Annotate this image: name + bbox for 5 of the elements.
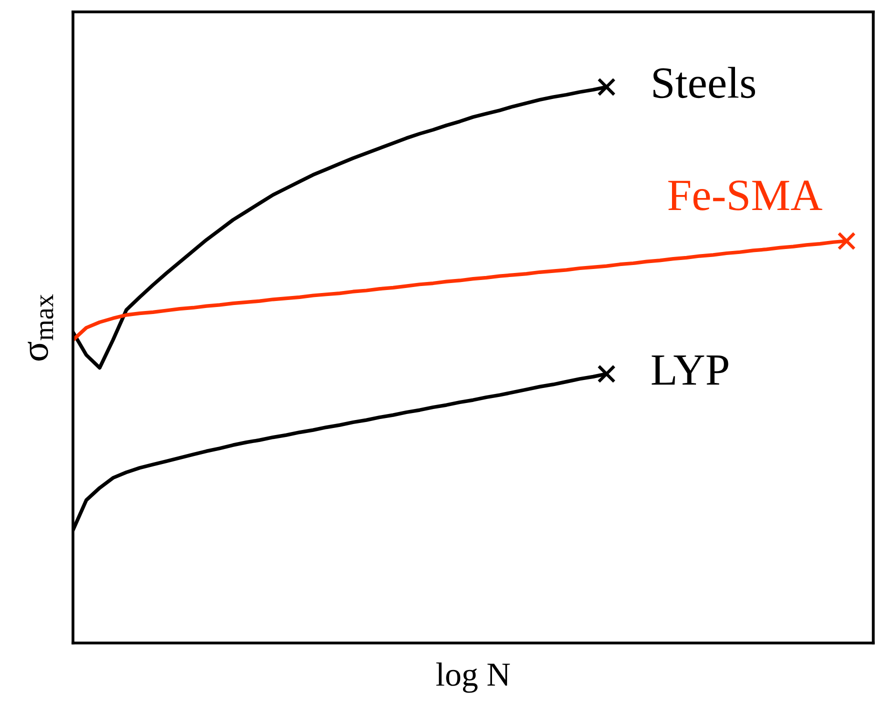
- x-axis-title: log N: [436, 662, 510, 693]
- series-label: LYP: [652, 355, 728, 385]
- series-label: Fe-SMA: [668, 180, 822, 210]
- series-label: Steels: [653, 66, 756, 98]
- y-axis-title: σ$_{max}$: [28, 294, 54, 361]
